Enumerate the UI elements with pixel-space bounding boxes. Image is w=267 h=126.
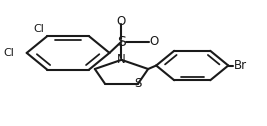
Text: Cl: Cl [33,24,44,34]
Text: N: N [117,53,126,66]
Text: S: S [134,77,142,90]
Text: Br: Br [234,59,247,72]
Text: O: O [149,35,158,48]
Text: O: O [117,15,126,28]
Text: Cl: Cl [3,48,14,58]
Text: S: S [117,35,126,49]
